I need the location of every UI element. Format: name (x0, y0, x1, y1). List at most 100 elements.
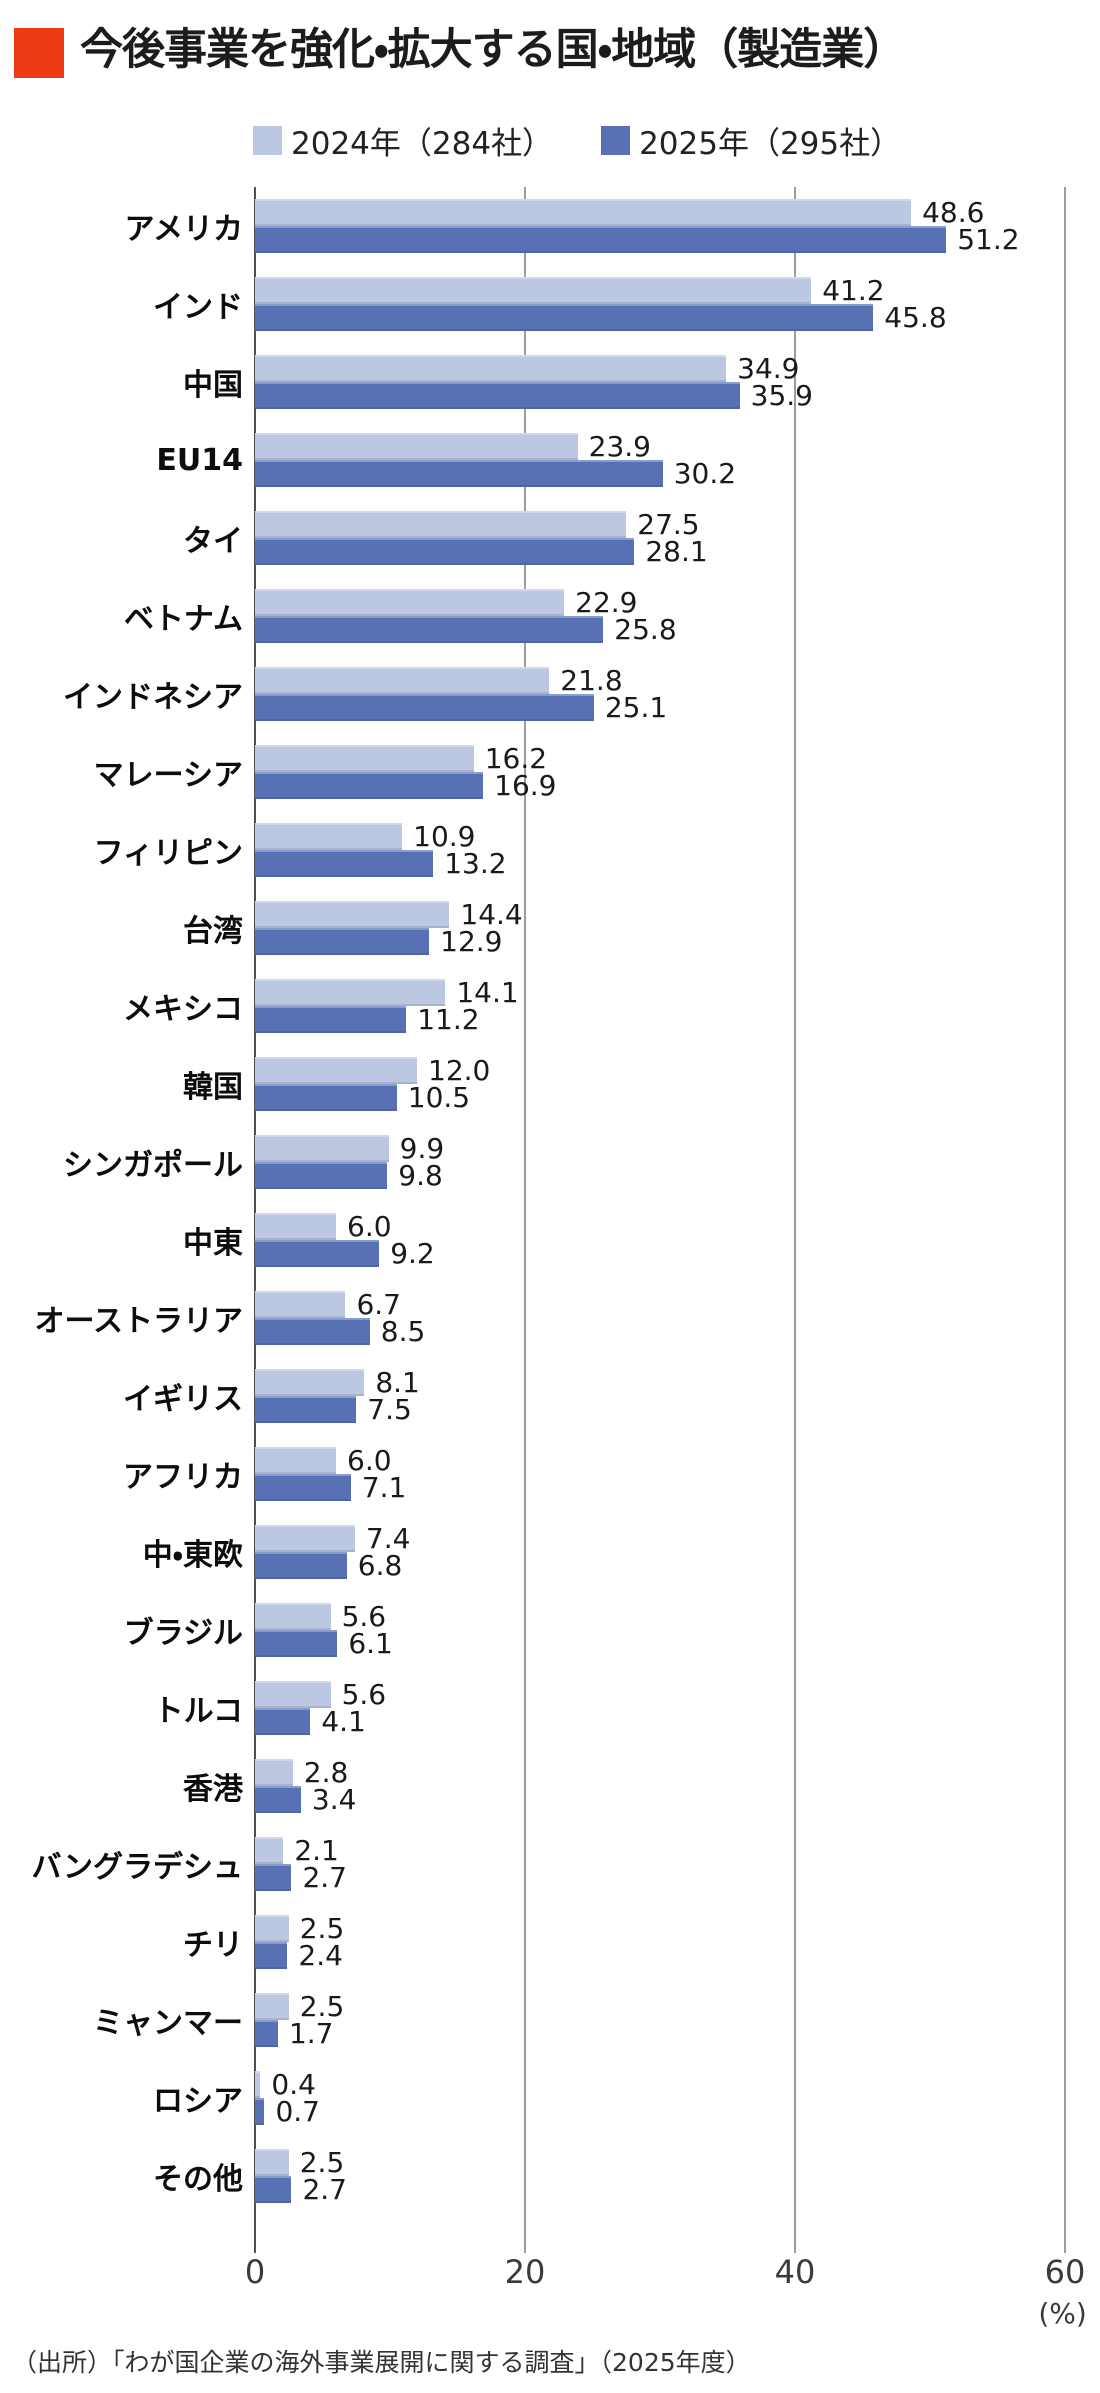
bar-line: 13.2 (255, 849, 1065, 877)
bar-2025 (255, 1474, 351, 1501)
bar-2024 (255, 1681, 331, 1708)
bar-pair: 2.8 3.4 (255, 1758, 1065, 1813)
bar-line: 5.6 (255, 1599, 1065, 1633)
category-label: 中東 (183, 1226, 243, 1261)
bar-2024 (255, 1915, 289, 1942)
bar-pair: 6.0 9.2 (255, 1212, 1065, 1270)
category-label: チリ (183, 1928, 243, 1963)
bar-line: 2.5 (255, 1992, 1065, 2020)
chart-header: 今後事業を強化・拡大する国・地域（製造業） (0, 0, 1100, 78)
legend-label: 2025年（295社） (639, 126, 902, 162)
chart-row: アフリカ 6.0 7.1 (0, 1435, 1100, 1513)
bar-2024 (255, 979, 446, 1006)
category-label: フィリピン (93, 836, 243, 871)
legend-label: 2024年（284社） (291, 126, 554, 162)
chart-row: トルコ 5.6 4.1 (0, 1669, 1100, 1747)
category-label: 韓国 (183, 1070, 243, 1105)
value-label: 16.9 (494, 768, 557, 802)
bar-line: 45.8 (255, 303, 1065, 331)
chart-row: 中国 34.9 35.9 (0, 343, 1100, 421)
bar-2024 (255, 2071, 261, 2098)
value-label: 2.5 (299, 2145, 345, 2179)
bar-line: 9.2 (255, 1236, 1065, 1270)
bar-line: 27.5 (255, 510, 1065, 538)
title-accent-square-icon (14, 28, 64, 78)
category-label: マレーシア (93, 758, 243, 793)
bar-pair: 6.0 7.1 (255, 1446, 1065, 1501)
bar-line: 8.1 (255, 1368, 1065, 1396)
bar-2024 (255, 667, 550, 694)
bar-2024 (255, 433, 578, 460)
bar-line: 5.6 (255, 1680, 1065, 1708)
value-label: 2.7 (302, 2172, 347, 2206)
value-label: 7.4 (365, 1521, 411, 1555)
x-axis-unit-label: (%) (1038, 2297, 1087, 2330)
value-label: 10.5 (407, 1080, 471, 1114)
value-label: 10.9 (413, 819, 476, 853)
source-note: （出所）「わが国企業の海外事業展開に関する調査」（2025年度） (12, 2348, 751, 2377)
gridline (793, 187, 796, 2253)
chart-row: 台湾 14.4 12.9 (0, 889, 1100, 967)
value-label: 6.7 (356, 1287, 401, 1321)
chart-row: 韓国 12.0 10.5 (0, 1045, 1100, 1123)
bar-line: 0.4 (255, 2067, 1065, 2101)
bar-2025 (255, 538, 635, 565)
value-label: 9.9 (399, 1131, 445, 1165)
bar-2024 (255, 1291, 346, 1318)
value-label: 12.0 (428, 1053, 491, 1087)
bar-line: 14.1 (255, 978, 1065, 1006)
value-label: 4.1 (321, 1704, 366, 1738)
bar-2024 (255, 1759, 293, 1786)
bar-2024 (255, 1369, 365, 1396)
category-label: アフリカ (123, 1460, 243, 1495)
bar-2025 (255, 2020, 278, 2047)
chart-row: メキシコ 14.1 11.2 (0, 967, 1100, 1045)
category-label: タイ (183, 524, 243, 559)
value-label: 14.4 (460, 897, 523, 931)
bar-2025 (255, 850, 434, 877)
bar-line: 28.1 (255, 537, 1065, 565)
value-label: 9.8 (398, 1158, 443, 1192)
gridline (523, 187, 526, 2253)
bar-2025 (255, 1162, 388, 1189)
x-axis: 0 20 40 60 (245, 2253, 1086, 2297)
bar-2025 (255, 1708, 311, 1735)
value-label: 6.1 (348, 1626, 393, 1660)
bar-2025 (255, 304, 874, 331)
legend-item-2024: 2024年（284社） (253, 118, 553, 163)
bar-2024 (255, 1525, 355, 1552)
chart-row: ブラジル 5.6 6.1 (0, 1591, 1100, 1669)
category-label: バングラデシュ (31, 1850, 244, 1885)
bar-pair: 14.1 11.2 (255, 978, 1065, 1033)
bar-pair: 5.6 4.1 (255, 1680, 1065, 1738)
bar-line: 10.9 (255, 819, 1065, 853)
bar-pair: 7.4 6.8 (255, 1521, 1065, 1579)
bar-line: 6.8 (255, 1551, 1065, 1579)
chart-row: 中東 6.0 9.2 (0, 1201, 1100, 1279)
legend-swatch-2025 (601, 126, 631, 155)
category-label: トルコ (153, 1694, 243, 1729)
value-label: 5.6 (341, 1599, 387, 1633)
bar-2024 (255, 823, 403, 850)
chart-row: 中・東欧 7.4 6.8 (0, 1513, 1100, 1591)
chart-row: EU14 23.9 30.2 (0, 421, 1100, 499)
bar-2024 (255, 1837, 284, 1864)
bar-pair: 2.5 1.7 (255, 1992, 1065, 2047)
value-label: 0.4 (271, 2067, 316, 2101)
legend-item-2025: 2025年（295社） (601, 118, 901, 163)
page-title: 今後事業を強化・拡大する国・地域（製造業） (80, 25, 906, 75)
category-label: ベトナム (123, 602, 243, 637)
bar-line: 16.9 (255, 768, 1065, 802)
bar-line: 48.6 (255, 198, 1065, 226)
value-label: 0.7 (275, 2094, 320, 2128)
bar-2025 (255, 928, 430, 955)
bar-2025 (255, 1552, 347, 1579)
bar-line: 1.7 (255, 2019, 1065, 2047)
chart-row: イギリス 8.1 7.5 (0, 1357, 1100, 1435)
legend-swatch-2024 (253, 126, 282, 155)
bar-line: 25.1 (255, 693, 1065, 721)
bar-2025 (255, 2098, 265, 2125)
bar-pair: 41.2 45.8 (255, 276, 1065, 331)
value-label: 9.2 (390, 1236, 435, 1270)
chart-row: インドネシア 21.8 25.1 (0, 655, 1100, 733)
